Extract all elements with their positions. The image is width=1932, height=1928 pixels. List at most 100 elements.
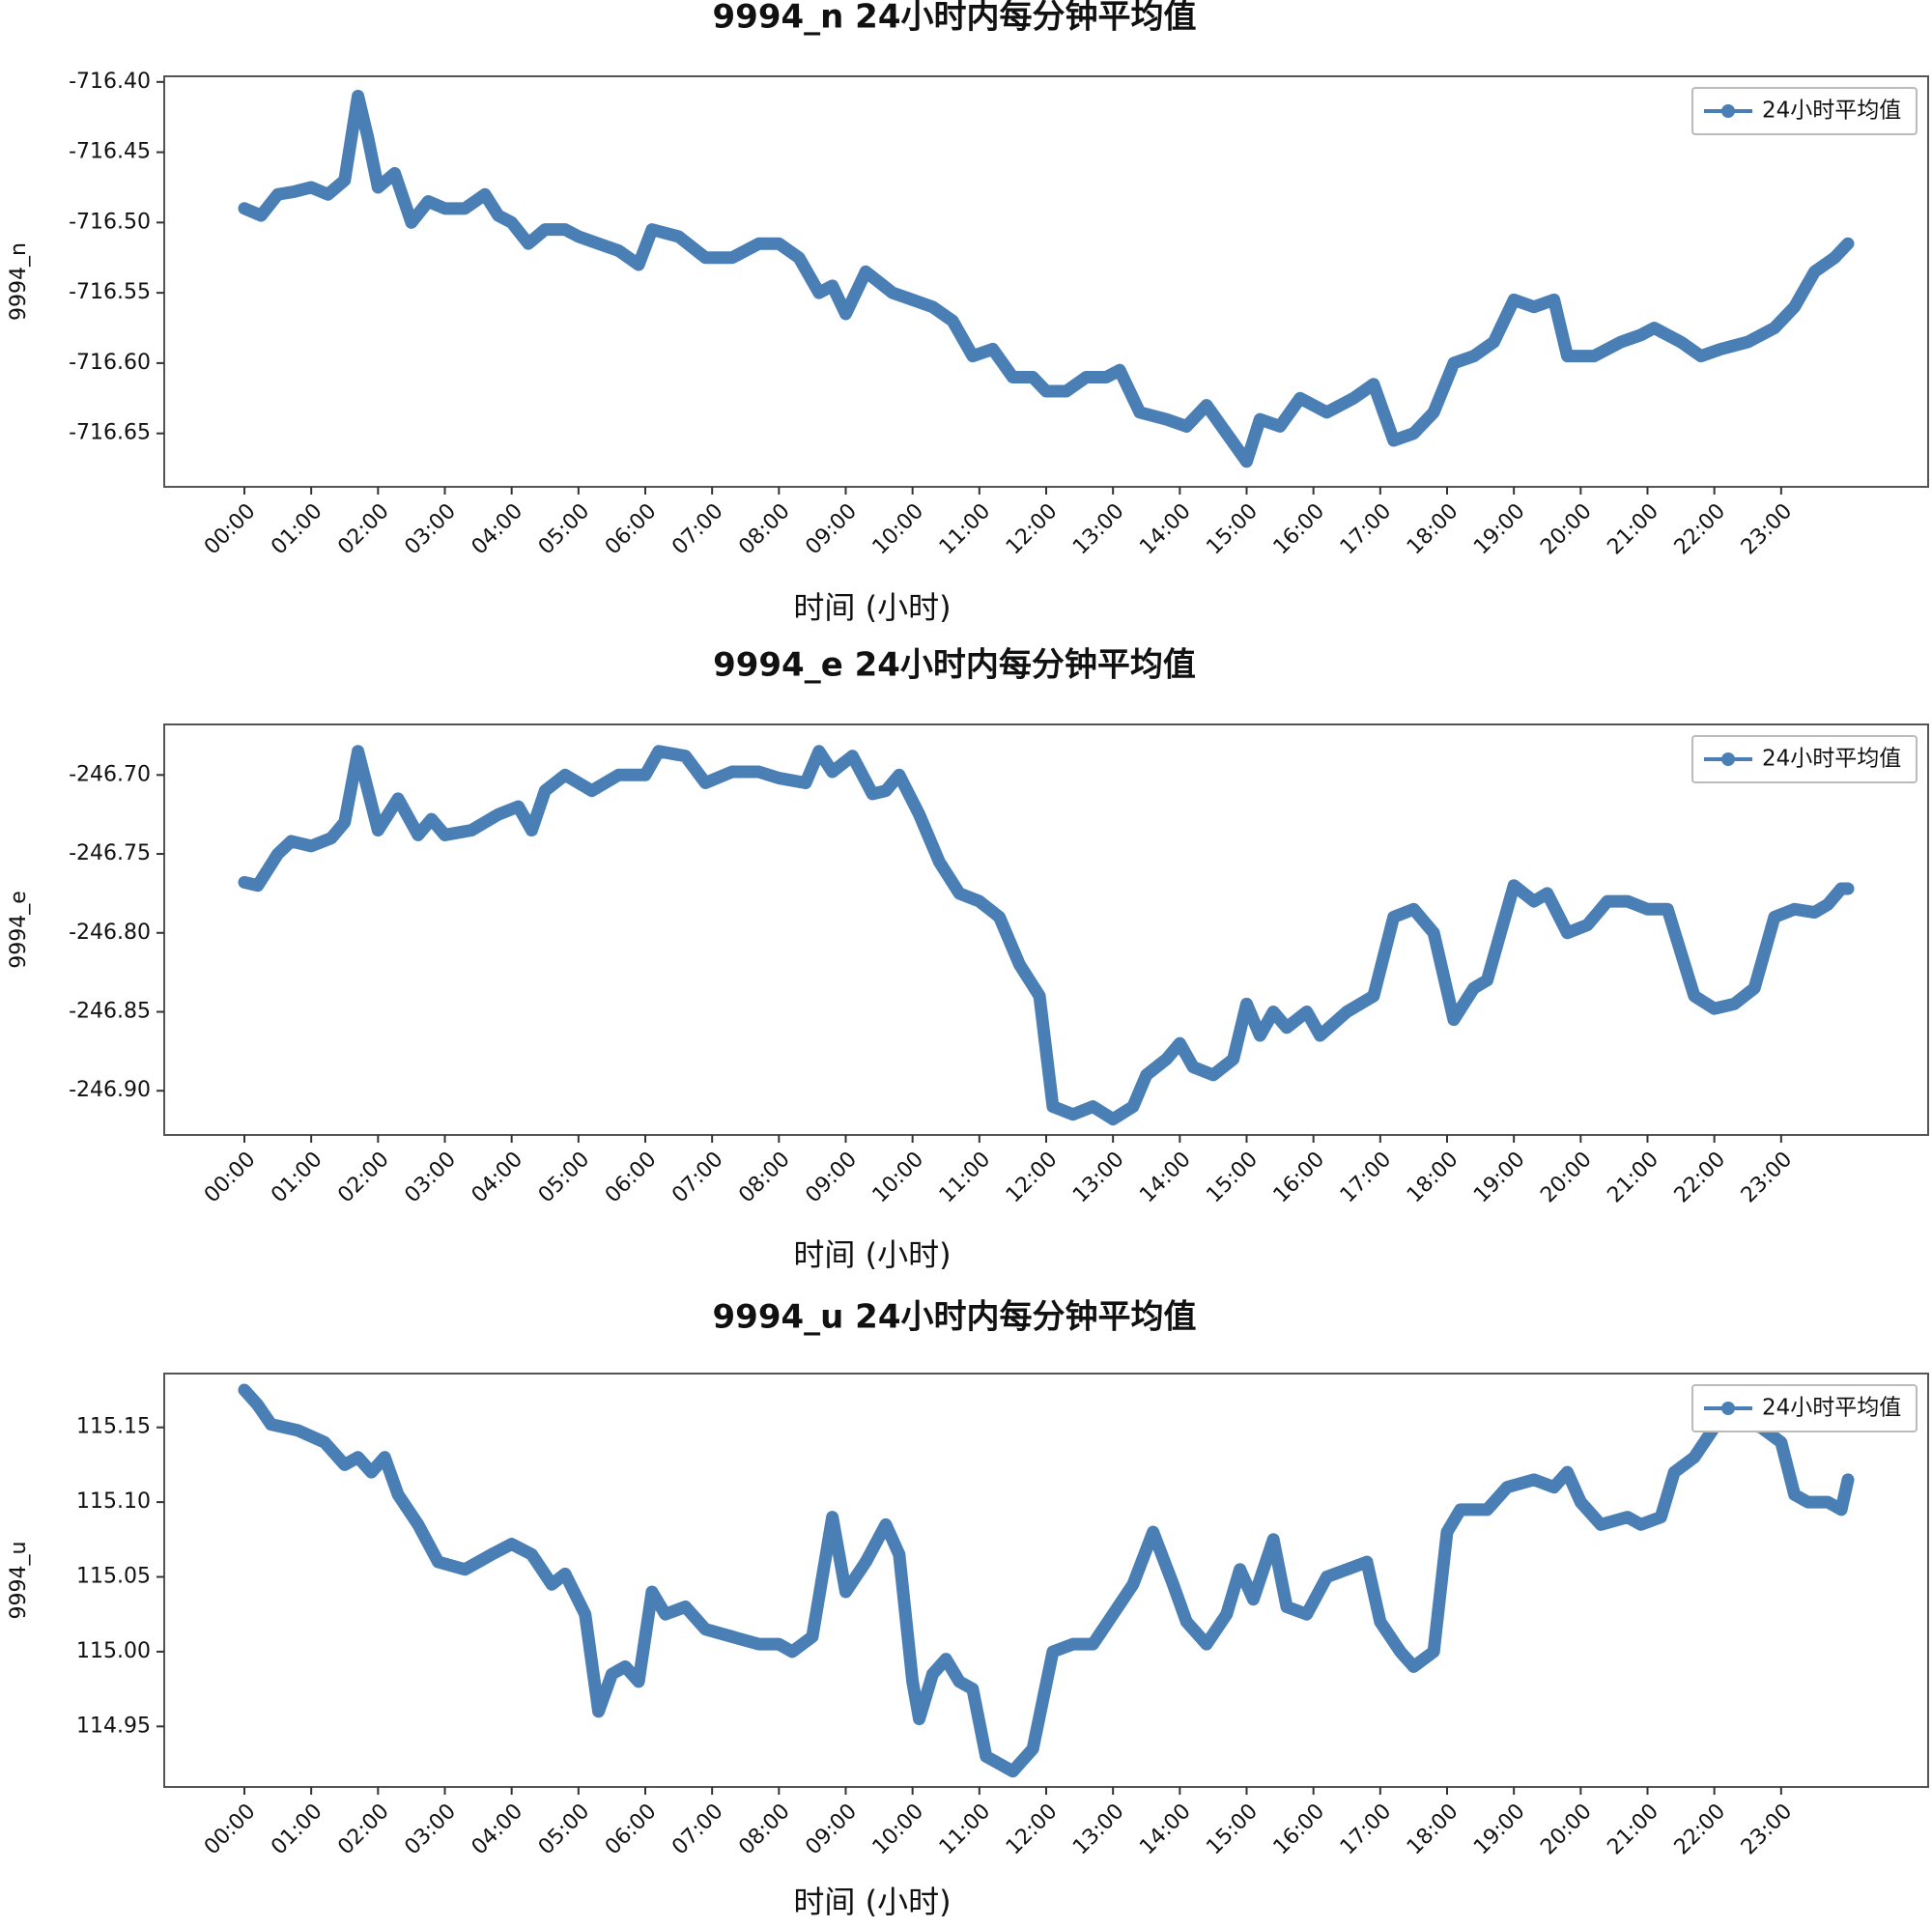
y-tick-label: 114.95 — [76, 1714, 151, 1738]
x-tick-label: 09:00 — [801, 1800, 862, 1860]
y-axis-label: 9994_e — [7, 891, 31, 969]
x-tick-label: 06:00 — [601, 499, 662, 560]
y-tick-label: 115.10 — [76, 1489, 151, 1514]
x-tick-label: 20:00 — [1536, 499, 1597, 560]
y-tick-label: -246.90 — [69, 1078, 151, 1102]
data-line — [238, 89, 1855, 468]
x-tick-label: 16:00 — [1269, 499, 1330, 560]
x-tick-label: 23:00 — [1737, 1800, 1798, 1860]
x-tick-label: 00:00 — [200, 1148, 261, 1208]
x-tick-label: 07:00 — [668, 1800, 728, 1860]
y-tick-label: -246.85 — [69, 1000, 151, 1024]
x-tick-label: 15:00 — [1202, 499, 1263, 560]
legend-label: 24小时平均值 — [1762, 99, 1901, 124]
x-tick-label: 09:00 — [801, 499, 862, 560]
legend-box — [1691, 735, 1918, 783]
x-tick-label: 12:00 — [1002, 499, 1063, 560]
x-tick-label: 19:00 — [1469, 499, 1530, 560]
subplot-title: 9994_u 24小时内每分钟平均值 — [713, 1298, 1197, 1337]
x-tick-label: 21:00 — [1603, 499, 1663, 560]
x-tick-label: 01:00 — [267, 1148, 327, 1208]
x-tick-label: 09:00 — [801, 1148, 862, 1208]
x-tick-label: 16:00 — [1269, 1800, 1330, 1860]
x-tick-label: 12:00 — [1002, 1800, 1063, 1860]
x-tick-label: 13:00 — [1068, 1148, 1129, 1208]
x-tick-label: 21:00 — [1603, 1148, 1663, 1208]
x-tick-label: 01:00 — [267, 1800, 327, 1860]
x-tick-label: 11:00 — [935, 499, 996, 560]
y-tick-label: -246.80 — [69, 921, 151, 945]
y-tick-label: -716.45 — [69, 140, 151, 164]
x-tick-label: 05:00 — [534, 1148, 595, 1208]
y-tick-label: 115.15 — [76, 1415, 151, 1439]
y-tick-label: -716.65 — [69, 421, 151, 445]
legend-label: 24小时平均值 — [1762, 747, 1901, 772]
x-tick-label: 19:00 — [1469, 1148, 1530, 1208]
x-tick-label: 18:00 — [1403, 1148, 1463, 1208]
x-tick-label: 21:00 — [1603, 1800, 1663, 1860]
y-tick-label: -716.50 — [69, 210, 151, 234]
data-line — [238, 1383, 1855, 1778]
x-tick-label: 11:00 — [935, 1800, 996, 1860]
x-tick-label: 23:00 — [1737, 499, 1798, 560]
y-tick-label: -716.55 — [69, 280, 151, 304]
subplot: 9994_u 24小时内每分钟平均值 115.15 115.10 115.05 115.… — [7, 1298, 1929, 1920]
x-tick-label: 04:00 — [468, 1800, 528, 1860]
legend: 24小时平均值 — [1691, 735, 1918, 783]
y-tick-label: 115.00 — [76, 1639, 151, 1663]
legend-label: 24小时平均值 — [1762, 1396, 1901, 1421]
x-tick-label: 03:00 — [400, 1148, 461, 1208]
x-tick-label: 08:00 — [734, 1800, 795, 1860]
legend: 24小时平均值 — [1691, 87, 1918, 135]
x-tick-label: 22:00 — [1670, 1148, 1731, 1208]
x-tick-label: 20:00 — [1536, 1148, 1597, 1208]
x-tick-label: 03:00 — [400, 1800, 461, 1860]
x-tick-label: 17:00 — [1336, 499, 1397, 560]
x-axis-label: 时间 (小时) — [793, 589, 951, 626]
legend-marker — [1721, 1402, 1735, 1415]
x-tick-label: 13:00 — [1068, 499, 1129, 560]
legend-marker — [1721, 104, 1735, 118]
x-tick-label: 02:00 — [333, 499, 394, 560]
x-tick-label: 22:00 — [1670, 499, 1731, 560]
x-tick-label: 20:00 — [1536, 1800, 1597, 1860]
x-axis-label: 时间 (小时) — [793, 1236, 951, 1273]
x-tick-label: 02:00 — [333, 1148, 394, 1208]
x-tick-label: 07:00 — [668, 499, 728, 560]
x-tick-label: 14:00 — [1135, 1800, 1196, 1860]
y-tick-label: -246.75 — [69, 841, 151, 865]
subplot: 9994_e 24小时内每分钟平均值 -246.70 -246.75 -246.80 -… — [7, 646, 1929, 1273]
legend-marker — [1721, 752, 1735, 766]
data-line — [238, 745, 1855, 1126]
subplot-title: 9994_n 24小时内每分钟平均值 — [713, 0, 1197, 37]
x-tick-label: 05:00 — [534, 499, 595, 560]
x-tick-label: 03:00 — [400, 499, 461, 560]
x-tick-label: 15:00 — [1202, 1800, 1263, 1860]
x-tick-label: 17:00 — [1336, 1800, 1397, 1860]
x-tick-label: 00:00 — [200, 1800, 261, 1860]
x-tick-label: 04:00 — [468, 499, 528, 560]
x-tick-label: 07:00 — [668, 1148, 728, 1208]
x-tick-label: 15:00 — [1202, 1148, 1263, 1208]
x-tick-label: 16:00 — [1269, 1148, 1330, 1208]
x-tick-label: 01:00 — [267, 499, 327, 560]
y-tick-label: -246.70 — [69, 762, 151, 786]
plot-frame — [163, 1373, 1929, 1788]
y-tick-label: 115.05 — [76, 1565, 151, 1589]
x-tick-label: 10:00 — [868, 1800, 929, 1860]
subplot-title: 9994_e 24小时内每分钟平均值 — [713, 646, 1196, 685]
x-tick-label: 10:00 — [868, 499, 929, 560]
x-tick-label: 02:00 — [333, 1800, 394, 1860]
x-tick-label: 11:00 — [935, 1148, 996, 1208]
legend-box — [1691, 1384, 1918, 1432]
x-tick-label: 06:00 — [601, 1800, 662, 1860]
x-tick-label: 18:00 — [1403, 499, 1463, 560]
plot-frame — [163, 75, 1929, 488]
x-tick-label: 08:00 — [734, 1148, 795, 1208]
legend: 24小时平均值 — [1691, 1384, 1918, 1432]
x-axis-label: 时间 (小时) — [793, 1884, 951, 1920]
x-tick-label: 13:00 — [1068, 1800, 1129, 1860]
y-axis-label: 9994_n — [7, 242, 31, 321]
x-tick-label: 12:00 — [1002, 1148, 1063, 1208]
